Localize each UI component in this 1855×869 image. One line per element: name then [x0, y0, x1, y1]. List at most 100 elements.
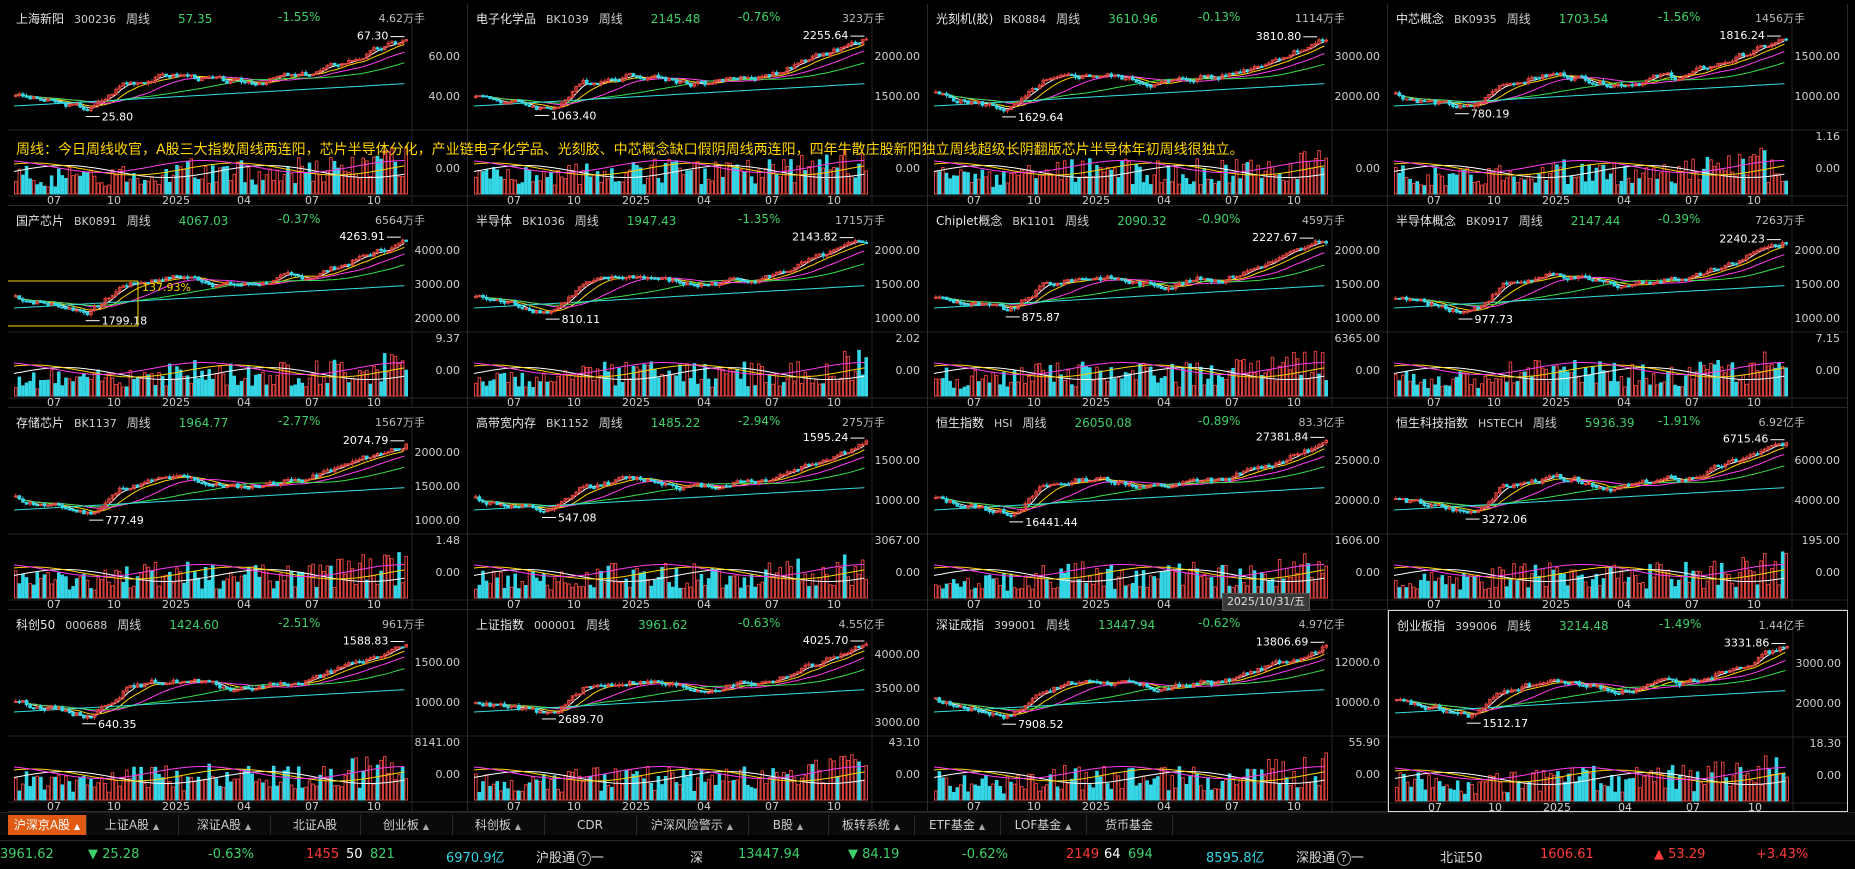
volume-bar [387, 773, 390, 800]
candle-body [1092, 481, 1095, 482]
candle-body [1092, 279, 1095, 280]
moving-average-line [1394, 44, 1784, 105]
candle-body [725, 280, 728, 281]
volume-bar [1110, 170, 1113, 194]
volume-bar [72, 792, 75, 800]
volume-bar [93, 176, 96, 194]
volume-bar [57, 573, 60, 598]
volume-bar [679, 588, 682, 598]
volume-bar [843, 351, 846, 396]
volume-bar [1210, 179, 1213, 194]
volume-bar [1085, 177, 1088, 194]
volume-bar [1627, 178, 1630, 194]
volume-bar [854, 178, 857, 194]
volume-bar [1660, 173, 1663, 194]
volume-bar [988, 575, 991, 598]
volume-bar [1003, 172, 1006, 194]
candle-body [1395, 93, 1398, 94]
candle-body [1210, 478, 1213, 482]
time-axis-label: 07 [967, 598, 981, 610]
volume-bar [126, 387, 129, 396]
volume-bar [1470, 385, 1473, 396]
volume-bar [1017, 382, 1020, 396]
candle-body [1463, 511, 1466, 512]
candle-body [977, 507, 980, 508]
volume-bar [183, 377, 186, 396]
volume-bar [1314, 582, 1317, 598]
volume-bar [1405, 372, 1408, 396]
volume-bar [1311, 168, 1314, 194]
volume-bar [1613, 163, 1616, 194]
volume-bar [668, 583, 671, 598]
candle-body [679, 82, 682, 83]
volume-bar [1437, 174, 1440, 194]
volume-bar [675, 568, 678, 598]
candle-body [143, 83, 146, 84]
volume-bar [840, 378, 843, 396]
volume-bar [1606, 567, 1609, 598]
low-price-label: 1629.64 [1018, 111, 1064, 124]
volume-bar [768, 160, 771, 194]
candle-body [675, 485, 678, 488]
volume-bar [1035, 179, 1038, 194]
candle-body [657, 681, 660, 682]
candle-body [729, 486, 732, 487]
candle-body [1271, 262, 1274, 263]
volume-bar [999, 185, 1002, 194]
candle-body [514, 506, 517, 507]
volume-bar [1602, 371, 1605, 396]
candle-body [380, 249, 383, 250]
candle-body [1164, 288, 1167, 289]
volume-bar [1527, 175, 1530, 194]
volume-bar [1477, 388, 1480, 396]
candle-body [1552, 476, 1555, 477]
candle-body [507, 103, 510, 104]
volume-bar [999, 385, 1002, 396]
candle-body [1677, 79, 1680, 80]
candle-body [154, 680, 157, 682]
volume-bar [700, 379, 703, 396]
candle-body [1463, 106, 1466, 107]
volume-bar [1520, 179, 1523, 194]
volume-bar [578, 184, 581, 194]
candle-body [718, 488, 721, 489]
volume-axis-label: 2.02 [896, 332, 921, 345]
volume-bar [194, 781, 197, 800]
volume-bar [543, 373, 546, 396]
volume-bar [1606, 180, 1609, 194]
volume-bar [1135, 164, 1138, 194]
candle-body [858, 43, 861, 44]
volume-bar [528, 571, 531, 598]
volume-bar [614, 386, 617, 396]
candle-body [1581, 482, 1584, 484]
volume-bar [323, 377, 326, 396]
volume-bar [1167, 367, 1170, 396]
volume-bar [757, 170, 760, 194]
candle-body [482, 704, 485, 706]
volume-bar [1534, 183, 1537, 194]
volume-bar [254, 185, 257, 194]
volume-bar [826, 574, 829, 598]
volume-bar [183, 169, 186, 194]
candle-body [1606, 489, 1609, 490]
candle-body [1164, 81, 1167, 82]
volume-bar [1124, 373, 1127, 396]
volume-bar [1038, 577, 1041, 598]
candle-body [1139, 82, 1142, 83]
volume-bar [1703, 588, 1706, 598]
time-axis-label: 07 [47, 800, 61, 812]
